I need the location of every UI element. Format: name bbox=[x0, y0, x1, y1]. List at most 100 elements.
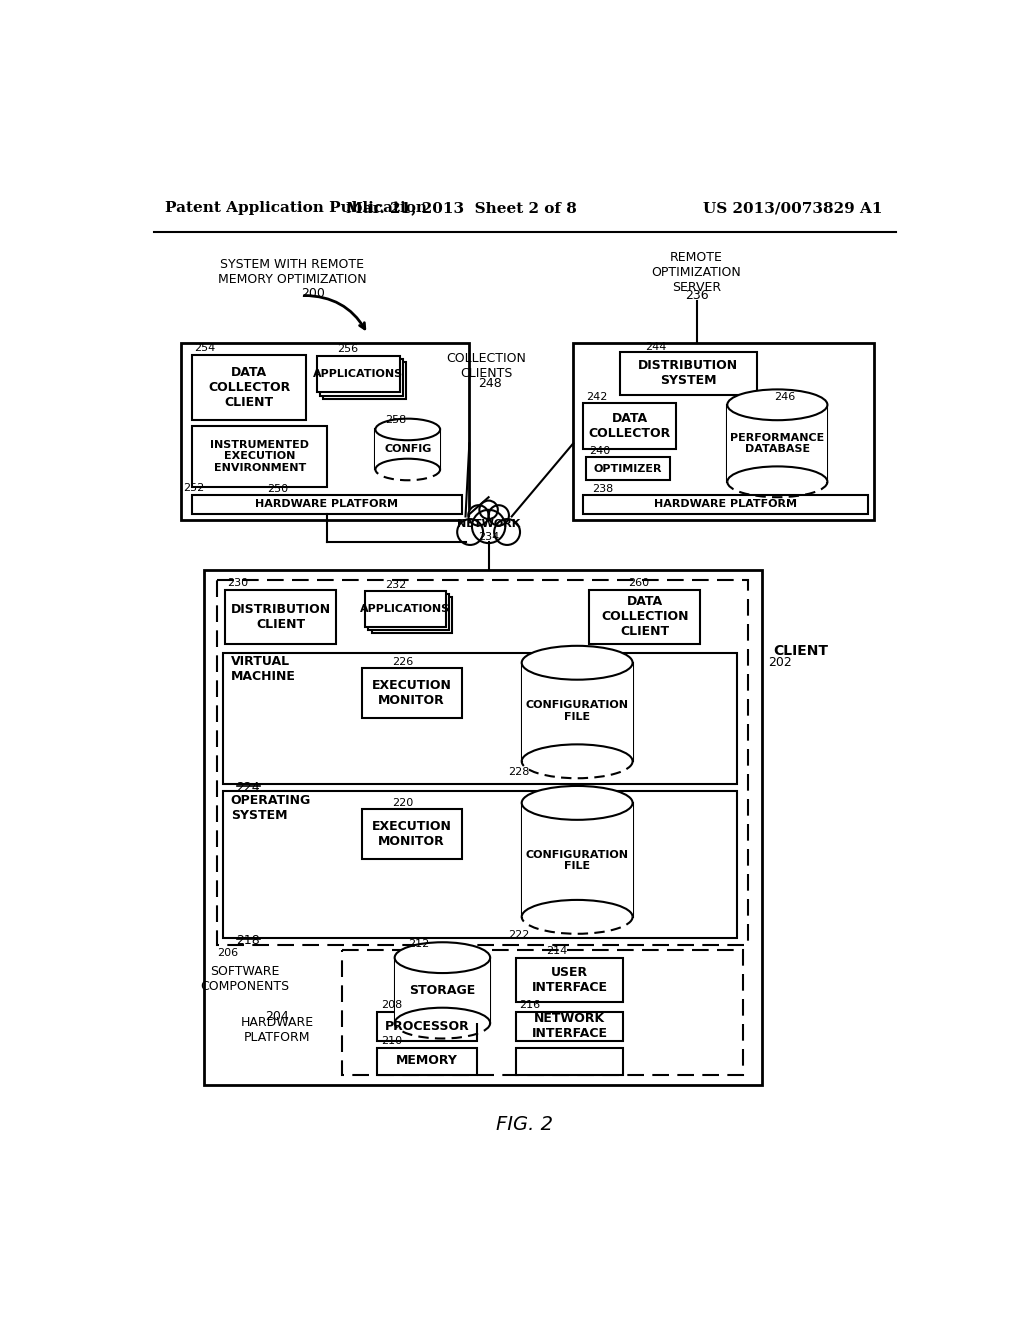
Text: 240: 240 bbox=[590, 446, 610, 455]
Ellipse shape bbox=[376, 418, 440, 441]
Bar bbox=[377, 1011, 477, 1040]
Text: 244: 244 bbox=[645, 342, 667, 351]
Text: APPLICATIONS: APPLICATIONS bbox=[312, 370, 402, 379]
Bar bbox=[316, 355, 400, 392]
Bar bbox=[587, 457, 670, 480]
Text: HARDWARE PLATFORM: HARDWARE PLATFORM bbox=[255, 499, 398, 510]
Bar bbox=[573, 343, 873, 520]
Text: USER
INTERFACE: USER INTERFACE bbox=[531, 966, 607, 994]
Text: 234: 234 bbox=[478, 532, 500, 543]
Text: 226: 226 bbox=[392, 656, 414, 667]
Bar bbox=[589, 590, 700, 644]
Text: OPTIMIZER: OPTIMIZER bbox=[594, 463, 663, 474]
Text: EXECUTION
MONITOR: EXECUTION MONITOR bbox=[372, 820, 452, 847]
Text: 248: 248 bbox=[478, 376, 503, 389]
Text: 228: 228 bbox=[508, 767, 529, 776]
Bar bbox=[521, 663, 633, 762]
Text: NETWORK: NETWORK bbox=[457, 519, 520, 529]
Ellipse shape bbox=[727, 389, 827, 420]
Text: DISTRIBUTION
SYSTEM: DISTRIBUTION SYSTEM bbox=[638, 359, 738, 387]
Bar bbox=[584, 404, 676, 449]
Text: CLIENT: CLIENT bbox=[773, 644, 828, 659]
Bar bbox=[372, 597, 453, 632]
Text: HARDWARE
PLATFORM: HARDWARE PLATFORM bbox=[241, 1016, 313, 1044]
Bar bbox=[223, 792, 737, 937]
Circle shape bbox=[472, 510, 505, 543]
Text: 210: 210 bbox=[381, 1036, 402, 1047]
Text: CONFIGURATION
FILE: CONFIGURATION FILE bbox=[525, 701, 629, 722]
Text: DISTRIBUTION
CLIENT: DISTRIBUTION CLIENT bbox=[230, 602, 331, 631]
Text: PROCESSOR: PROCESSOR bbox=[385, 1019, 469, 1032]
Ellipse shape bbox=[521, 645, 633, 680]
Text: 252: 252 bbox=[183, 483, 204, 494]
Text: 232: 232 bbox=[385, 579, 406, 590]
Text: SYSTEM WITH REMOTE
MEMORY OPTIMIZATION: SYSTEM WITH REMOTE MEMORY OPTIMIZATION bbox=[218, 259, 367, 286]
Text: 218: 218 bbox=[236, 933, 259, 946]
Text: 246: 246 bbox=[774, 392, 796, 403]
Text: 236: 236 bbox=[685, 289, 709, 302]
Text: OPERATING
SYSTEM: OPERATING SYSTEM bbox=[230, 793, 311, 821]
Text: 212: 212 bbox=[408, 940, 429, 949]
Ellipse shape bbox=[394, 942, 490, 973]
Text: MEMORY: MEMORY bbox=[396, 1055, 458, 1068]
Text: 256: 256 bbox=[337, 345, 358, 354]
Text: INSTRUMENTED
EXECUTION
ENVIRONMENT: INSTRUMENTED EXECUTION ENVIRONMENT bbox=[210, 440, 309, 473]
Bar bbox=[394, 958, 490, 1023]
Bar bbox=[515, 1048, 624, 1074]
Text: 222: 222 bbox=[508, 929, 529, 940]
Text: CONFIGURATION
FILE: CONFIGURATION FILE bbox=[525, 850, 629, 871]
Text: 220: 220 bbox=[392, 797, 414, 808]
Bar bbox=[727, 405, 827, 482]
Bar bbox=[323, 362, 407, 399]
Text: 216: 216 bbox=[519, 1001, 541, 1010]
Bar bbox=[620, 352, 757, 395]
Text: 238: 238 bbox=[593, 484, 613, 494]
Text: NETWORK
INTERFACE: NETWORK INTERFACE bbox=[531, 1012, 607, 1040]
Text: SOFTWARE
COMPONENTS: SOFTWARE COMPONENTS bbox=[200, 965, 289, 994]
Circle shape bbox=[495, 519, 520, 545]
Text: 224: 224 bbox=[236, 780, 259, 793]
Bar bbox=[193, 495, 462, 515]
Bar bbox=[361, 809, 462, 859]
Bar bbox=[319, 359, 403, 396]
Text: 200: 200 bbox=[301, 286, 326, 300]
Text: 214: 214 bbox=[546, 946, 567, 956]
Text: 258: 258 bbox=[385, 414, 406, 425]
Text: STORAGE: STORAGE bbox=[410, 983, 475, 997]
Text: 254: 254 bbox=[194, 343, 215, 354]
Bar bbox=[204, 570, 762, 1085]
Bar bbox=[369, 594, 450, 630]
Text: DATA
COLLECTOR
CLIENT: DATA COLLECTOR CLIENT bbox=[208, 366, 290, 409]
Text: 208: 208 bbox=[381, 1001, 402, 1010]
Bar bbox=[217, 579, 749, 945]
Text: 260: 260 bbox=[628, 578, 649, 589]
Text: CONFIG: CONFIG bbox=[384, 445, 431, 454]
Text: Mar. 21, 2013  Sheet 2 of 8: Mar. 21, 2013 Sheet 2 of 8 bbox=[346, 202, 578, 215]
Bar bbox=[361, 668, 462, 718]
Text: COLLECTION
CLIENTS: COLLECTION CLIENTS bbox=[446, 352, 526, 380]
Bar bbox=[223, 653, 737, 784]
Text: 206: 206 bbox=[217, 948, 239, 957]
Text: DATA
COLLECTOR: DATA COLLECTOR bbox=[589, 412, 671, 441]
Bar bbox=[515, 1011, 624, 1040]
Text: 250: 250 bbox=[267, 484, 289, 494]
Circle shape bbox=[457, 519, 483, 545]
Text: 204: 204 bbox=[265, 1010, 289, 1023]
Text: HARDWARE PLATFORM: HARDWARE PLATFORM bbox=[654, 499, 798, 510]
Circle shape bbox=[468, 506, 488, 525]
Text: 230: 230 bbox=[227, 578, 249, 589]
Text: EXECUTION
MONITOR: EXECUTION MONITOR bbox=[372, 678, 452, 706]
Text: Patent Application Publication: Patent Application Publication bbox=[165, 202, 427, 215]
Circle shape bbox=[488, 506, 509, 525]
Text: APPLICATIONS: APPLICATIONS bbox=[360, 603, 451, 614]
Bar bbox=[584, 495, 868, 515]
Bar bbox=[521, 803, 633, 917]
Circle shape bbox=[479, 500, 498, 519]
Bar bbox=[366, 591, 446, 627]
Text: DATA
COLLECTION
CLIENT: DATA COLLECTION CLIENT bbox=[601, 595, 689, 638]
Ellipse shape bbox=[521, 785, 633, 820]
Text: 242: 242 bbox=[587, 392, 608, 401]
Bar bbox=[515, 958, 624, 1002]
Text: FIG. 2: FIG. 2 bbox=[497, 1115, 553, 1134]
Bar bbox=[180, 343, 469, 520]
